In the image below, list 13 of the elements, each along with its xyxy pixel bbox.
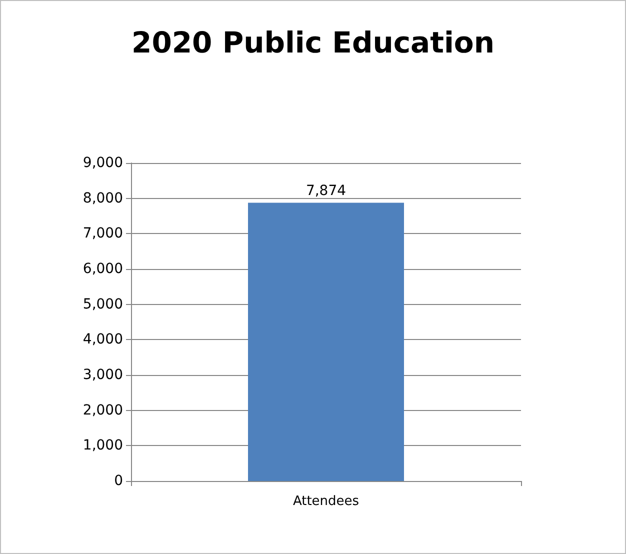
y-tick-label: 2,000	[82, 402, 123, 418]
y-tick-label: 0	[114, 473, 123, 489]
y-tick-label: 3,000	[82, 367, 123, 383]
y-tick-label: 9,000	[82, 155, 123, 171]
y-tick-label: 6,000	[82, 261, 123, 277]
y-tick-label: 4,000	[82, 332, 123, 348]
data-label: 7,874	[306, 182, 346, 199]
x-tick-label: Attendees	[292, 494, 360, 509]
y-tick-label: 5,000	[82, 296, 123, 312]
y-tick-label: 8,000	[82, 190, 123, 206]
y-tick-label: 1,000	[82, 438, 123, 454]
y-tick-label: 7,000	[82, 226, 123, 242]
chart-title: 2020 Public Education	[132, 26, 494, 60]
